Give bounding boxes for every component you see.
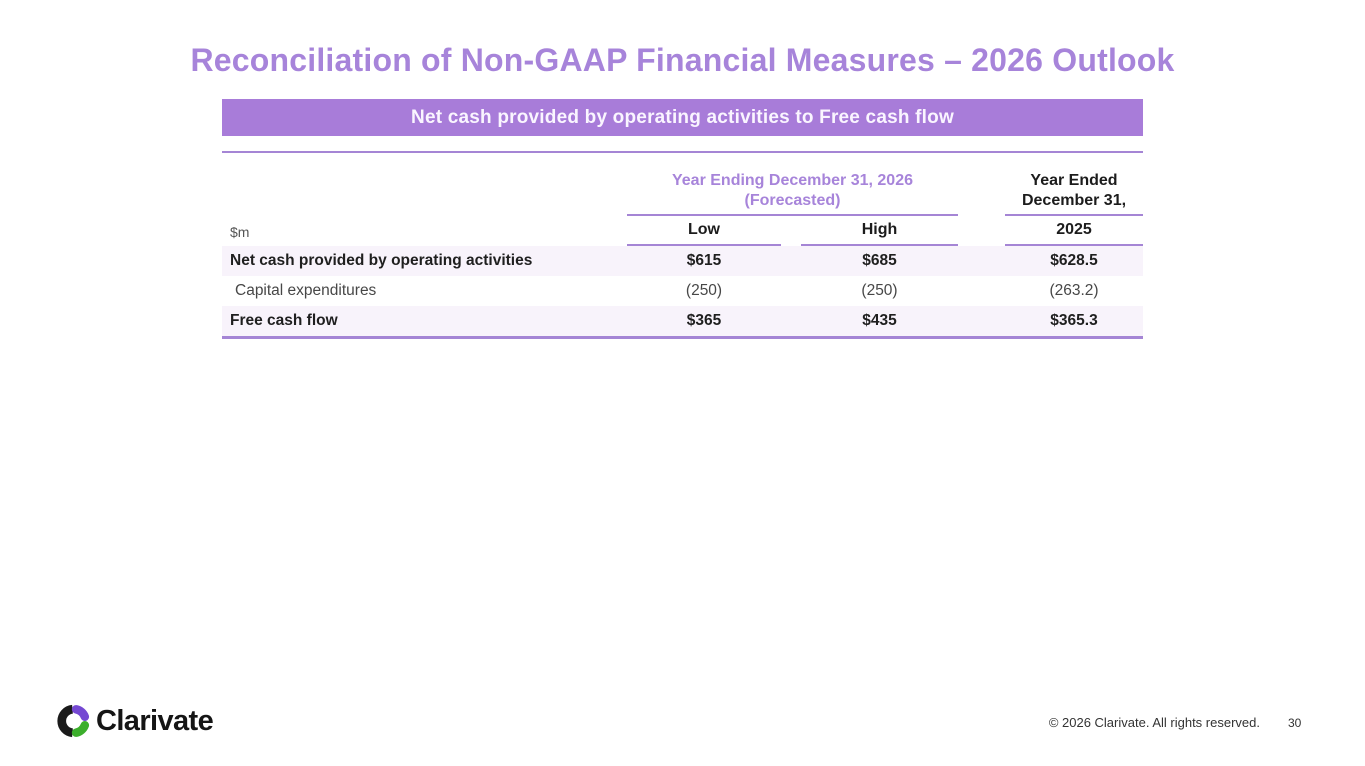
table-bottom-rule [222, 336, 1143, 339]
column-group-2025-line2: December 31, [1021, 192, 1127, 209]
column-group-2026: Year Ending December 31, 2026 (Forecaste… [627, 153, 958, 216]
page-number: 30 [1288, 716, 1302, 730]
table-row-net-cash: Net cash provided by operating activitie… [222, 246, 1143, 276]
column-header-2025: 2025 [1005, 216, 1143, 246]
cell-2025: (263.2) [1049, 282, 1099, 299]
column-group-2026-line1: Year Ending December 31, 2026 [671, 172, 913, 189]
cell-high: $685 [862, 252, 897, 269]
table-top-rule [222, 151, 1143, 153]
cell-high: $435 [862, 312, 897, 329]
table-row-free-cash-flow: Free cash flow $365 $435 $365.3 [222, 306, 1143, 336]
column-header-high: High [801, 216, 958, 246]
clarivate-logo-icon [57, 704, 90, 738]
cell-low: $365 [686, 312, 722, 329]
unit-label: $m [230, 224, 250, 240]
column-group-header-row: Year Ending December 31, 2026 (Forecaste… [222, 153, 1143, 216]
cell-2025: $365.3 [1050, 312, 1098, 329]
row-label: Free cash flow [230, 312, 338, 329]
column-header-row: $m Low High 2025 [222, 216, 1143, 246]
column-header-low: Low [627, 216, 781, 246]
column-group-2026-line2: (Forecasted) [744, 192, 841, 209]
clarivate-wordmark: Clarivate [96, 704, 214, 737]
cell-low: $615 [686, 252, 722, 269]
column-group-2025-line1: Year Ended [1030, 172, 1118, 189]
cell-2025: $628.5 [1050, 252, 1098, 269]
cell-high: (250) [861, 282, 898, 299]
clarivate-logo: Clarivate [57, 704, 214, 738]
row-label: Net cash provided by operating activitie… [230, 252, 533, 269]
table-banner: Net cash provided by operating activitie… [222, 99, 1143, 136]
table-row-capital-expenditures: Capital expenditures (250) (250) (263.2) [222, 276, 1143, 306]
slide-title: Reconciliation of Non-GAAP Financial Mea… [190, 42, 1175, 78]
cell-low: (250) [685, 282, 723, 299]
column-group-2025: Year Ended December 31, [1005, 153, 1143, 216]
reconciliation-table: Net cash provided by operating activitie… [222, 99, 1143, 339]
copyright-notice: © 2026 Clarivate. All rights reserved. [1048, 715, 1260, 730]
row-label: Capital expenditures [235, 282, 377, 299]
